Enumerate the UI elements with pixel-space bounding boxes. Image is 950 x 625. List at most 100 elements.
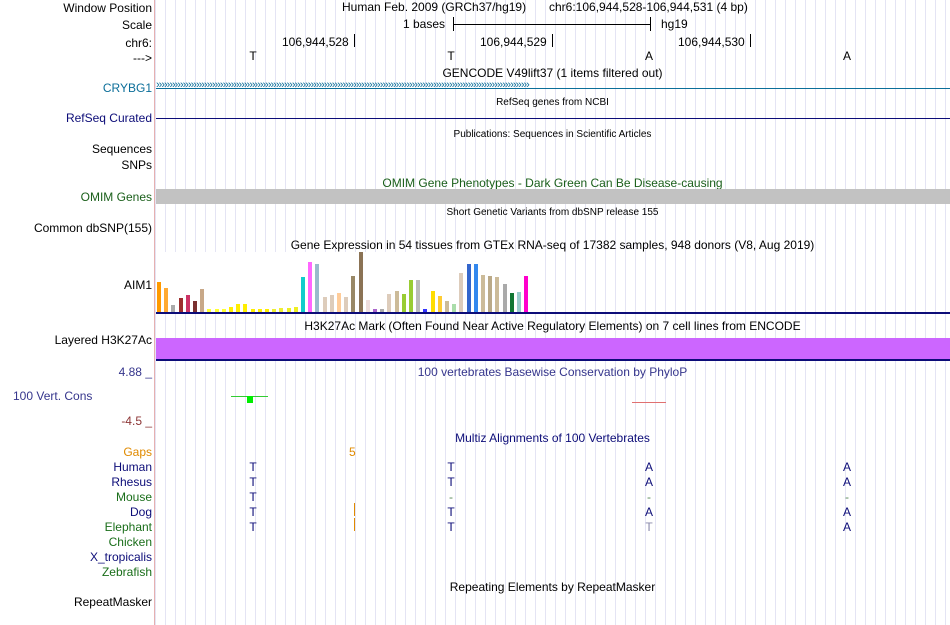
species-label[interactable]: Rhesus [111, 475, 152, 489]
multiz-track-title[interactable]: Multiz Alignments of 100 Vertebrates [455, 431, 650, 445]
h3k27ac-signal[interactable] [156, 338, 950, 359]
gaps-label[interactable]: Gaps [123, 445, 152, 459]
window-position[interactable]: chr6:106,944,528-106,944,531 (4 bp) [549, 0, 748, 14]
gtex-tissue-bar[interactable] [517, 292, 521, 313]
species-label[interactable]: Chicken [108, 535, 152, 549]
gtex-tissue-bar[interactable] [365, 300, 370, 313]
alignment-base: A [644, 460, 653, 474]
gtex-tissue-bar[interactable] [409, 280, 413, 313]
gtex-tissue-bar[interactable] [265, 309, 269, 313]
publications-track-title[interactable]: Publications: Sequences in Scientific Ar… [453, 129, 652, 140]
gtex-tissue-bar[interactable] [337, 293, 341, 313]
gtex-tissue-bar[interactable] [221, 309, 226, 313]
species-label[interactable]: Dog [129, 505, 152, 519]
gtex-tissue-bar[interactable] [380, 309, 385, 313]
h3k27ac-track-title[interactable]: H3K27Ac Mark (Often Found Near Active Re… [304, 319, 801, 333]
h3k27ac-label[interactable]: Layered H3K27Ac [54, 333, 152, 347]
ruler-tick-label: 106,944,528 [282, 35, 349, 49]
gtex-tissue-bar[interactable] [257, 309, 262, 313]
species-label[interactable]: Mouse [115, 490, 152, 504]
publications-label-sequences[interactable]: Sequences [91, 142, 152, 156]
omim-feature-bar[interactable] [156, 189, 950, 204]
gtex-tissue-bar[interactable] [193, 301, 197, 313]
omim-label[interactable]: OMIM Genes [80, 190, 152, 204]
gtex-tissue-bar[interactable] [236, 304, 241, 313]
species-label[interactable]: Elephant [104, 520, 152, 534]
refseq-label[interactable]: RefSeq Curated [65, 111, 152, 125]
alignment-base: T [249, 460, 257, 474]
gtex-tissue-bar[interactable] [437, 296, 442, 313]
dbsnp-label[interactable]: Common dbSNP(155) [33, 221, 152, 235]
gtex-tissue-bar[interactable] [315, 264, 320, 313]
gtex-tissue-bar[interactable] [524, 276, 529, 313]
gtex-tissue-bar[interactable] [351, 276, 356, 313]
alignment-base: T [447, 505, 455, 519]
gtex-tissue-bar[interactable] [279, 308, 284, 313]
gtex-tissue-bar[interactable] [164, 288, 169, 313]
gtex-tissue-bar[interactable] [214, 309, 219, 313]
gencode-gene-label[interactable]: CRYBG1 [102, 81, 152, 95]
gtex-tissue-bar[interactable] [452, 304, 457, 313]
refseq-gene-feature[interactable] [156, 118, 950, 119]
gtex-tissue-bar[interactable] [171, 305, 176, 313]
gtex-tissue-bar[interactable] [509, 293, 514, 313]
gtex-tissue-bar[interactable] [401, 294, 406, 313]
gtex-gene-label[interactable]: AIM1 [123, 278, 152, 292]
gencode-gene-feature[interactable]: ››››››››››››››››››››››››››››››››››››››››… [156, 81, 950, 95]
publications-label-snps[interactable]: SNPs [121, 158, 152, 172]
gtex-tissue-bar[interactable] [445, 301, 449, 313]
omim-track-title[interactable]: OMIM Gene Phenotypes - Dark Green Can Be… [382, 176, 723, 190]
gtex-tissue-bar[interactable] [157, 282, 161, 313]
phylop-negative-bar[interactable] [632, 402, 666, 403]
gtex-tissue-bar[interactable] [322, 297, 327, 313]
phylop-score-bar[interactable] [247, 396, 253, 403]
alignment-base: A [842, 505, 851, 519]
species-label[interactable]: X_tropicalis [89, 550, 152, 564]
species-label[interactable]: Human [113, 460, 152, 474]
scale-bar [453, 17, 651, 31]
base-letter: A [644, 49, 653, 63]
gtex-track-title[interactable]: Gene Expression in 54 tissues from GTEx … [290, 238, 815, 252]
gtex-tissue-bar[interactable] [243, 304, 248, 313]
repeatmasker-track-title[interactable]: Repeating Elements by RepeatMasker [449, 580, 656, 594]
gtex-tissue-bar[interactable] [308, 262, 313, 313]
gtex-tissue-bar[interactable] [466, 264, 471, 313]
repeatmasker-label[interactable]: RepeatMasker [73, 595, 152, 609]
phylop-track-title[interactable]: 100 vertebrates Basewise Conservation by… [417, 365, 688, 379]
gtex-tissue-bar[interactable] [329, 295, 334, 313]
ruler-tick [552, 34, 553, 47]
gtex-tissue-bar[interactable] [358, 252, 363, 313]
gtex-tissue-bar[interactable] [286, 308, 291, 313]
gtex-tissue-bar[interactable] [373, 309, 377, 313]
gtex-tissue-bar[interactable] [229, 307, 233, 313]
alignment-base: A [644, 475, 653, 489]
gtex-tissue-bar[interactable] [502, 284, 507, 313]
dbsnp-track-title[interactable]: Short Genetic Variants from dbSNP releas… [446, 207, 659, 218]
gtex-tissue-bar[interactable] [207, 309, 212, 313]
gtex-tissue-bar[interactable] [459, 273, 464, 313]
gtex-tissue-bar[interactable] [495, 277, 500, 313]
gtex-tissue-bar[interactable] [301, 277, 305, 313]
gtex-tissue-bar[interactable] [250, 309, 255, 313]
refseq-track-title[interactable]: RefSeq genes from NCBI [496, 97, 609, 108]
gtex-tissue-bar[interactable] [473, 264, 478, 313]
gtex-tissue-bar[interactable] [423, 309, 428, 313]
alignment-base: T [447, 520, 455, 534]
gencode-track-title[interactable]: GENCODE V49lift37 (1 items filtered out) [442, 66, 663, 80]
gtex-tissue-bar[interactable] [178, 298, 183, 313]
gtex-tissue-bar[interactable] [293, 307, 298, 313]
gtex-tissue-bar[interactable] [272, 309, 277, 313]
gtex-tissue-bar[interactable] [488, 276, 493, 313]
phylop-label[interactable]: 100 Vert. Cons [13, 389, 93, 403]
species-label[interactable]: Zebrafish [101, 565, 152, 579]
gtex-tissue-bar[interactable] [344, 297, 349, 313]
gtex-tissue-bar[interactable] [394, 291, 399, 313]
gtex-tissue-bar[interactable] [185, 295, 190, 313]
gtex-tissue-bar[interactable] [481, 275, 485, 313]
gtex-tissue-bar[interactable] [416, 280, 421, 313]
gtex-tissue-bar[interactable] [200, 289, 205, 313]
gtex-tissue-bar[interactable] [430, 291, 435, 313]
gtex-tissue-bar[interactable] [387, 294, 392, 313]
ruler-tick-label: 106,944,529 [480, 35, 547, 49]
gtex-expression-graph[interactable] [156, 252, 950, 313]
